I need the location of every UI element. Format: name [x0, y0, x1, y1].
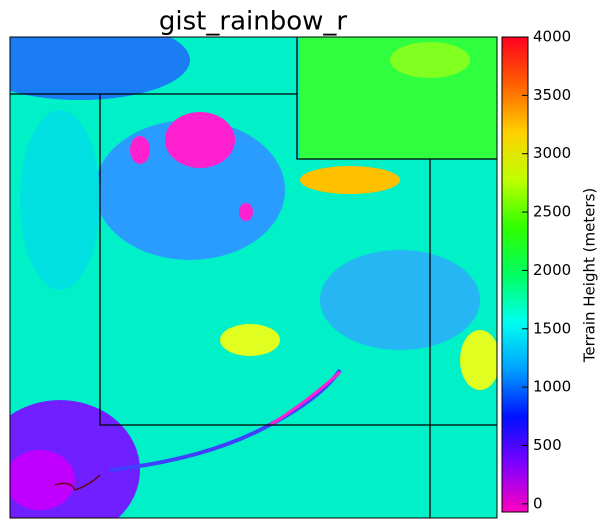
colorbar-tick-label: 4000 — [533, 28, 571, 46]
colorbar-tick-label: 3500 — [533, 86, 571, 104]
colorbar-tick-label: 3000 — [533, 144, 571, 162]
title: gist_rainbow_r — [159, 7, 347, 37]
colorbar-tick-label: 1500 — [533, 319, 571, 337]
colorbar-tick-label: 0 — [533, 494, 543, 512]
colorbar — [501, 36, 529, 513]
state-borders — [10, 37, 497, 518]
map-frame — [9, 36, 498, 519]
colorbar-tick-label: 2500 — [533, 203, 571, 221]
colorbar-tick-label: 1000 — [533, 378, 571, 396]
colorbar-tick-label: 500 — [533, 436, 562, 454]
terrain-image — [10, 37, 497, 518]
colorbar-label: Terrain Height (meters) — [581, 188, 599, 364]
colorbar-tick-label: 2000 — [533, 261, 571, 279]
